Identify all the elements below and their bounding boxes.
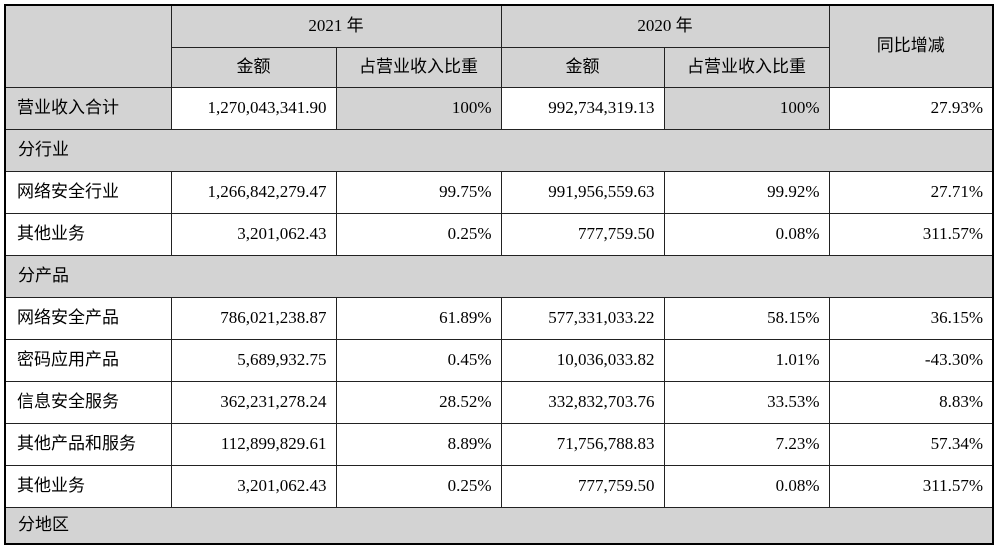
table-header: 2021 年 2020 年 同比增减 金额 占营业收入比重 金额 占营业收入比重 [4,4,994,88]
amount-2021-cell: 5,689,932.75 [170,338,337,382]
ratio-2021-cell: 0.45% [335,338,502,382]
ratio-2020-header: 占营业收入比重 [663,46,830,88]
yoy-cell: 36.15% [828,296,994,340]
table-row: 网络安全行业 1,266,842,279.47 99.75% 991,956,559.… [4,170,994,214]
section-row: 分产品 [4,254,994,298]
section-label: 分地区 [4,506,994,545]
year-2020-header: 2020 年 [500,4,830,48]
ratio-2021-cell: 8.89% [335,422,502,466]
section-label: 分产品 [4,254,994,298]
ratio-2021-cell: 100% [335,86,502,130]
amount-2020-cell: 71,756,788.83 [500,422,665,466]
yoy-header: 同比增减 [828,4,994,88]
amount-2021-cell: 786,021,238.87 [170,296,337,340]
row-label: 密码应用产品 [4,338,172,382]
ratio-2020-cell: 99.92% [663,170,830,214]
section-row: 分行业 [4,128,994,172]
table-row: 其他产品和服务 112,899,829.61 8.89% 71,756,788.83 7… [4,422,994,466]
ratio-2020-cell: 58.15% [663,296,830,340]
table-row: 其他业务 3,201,062.43 0.25% 777,759.50 0.08% 311.… [4,212,994,256]
yoy-cell: 57.34% [828,422,994,466]
row-label: 营业收入合计 [4,86,172,130]
ratio-2021-header: 占营业收入比重 [335,46,502,88]
ratio-2020-cell: 0.08% [663,212,830,256]
ratio-2020-cell: 100% [663,86,830,130]
year-2021-header: 2021 年 [170,4,502,48]
row-label: 其他业务 [4,212,172,256]
header-row-years: 2021 年 2020 年 同比增减 [4,4,994,88]
amount-2021-cell: 112,899,829.61 [170,422,337,466]
section-row: 分地区 [4,506,994,545]
yoy-cell: 27.93% [828,86,994,130]
row-label: 网络安全行业 [4,170,172,214]
ratio-2020-cell: 1.01% [663,338,830,382]
table-row: 密码应用产品 5,689,932.75 0.45% 10,036,033.82 1.01… [4,338,994,382]
table-body: 营业收入合计 1,270,043,341.90 100% 992,734,319.13… [4,86,994,545]
section-label: 分行业 [4,128,994,172]
table-row: 营业收入合计 1,270,043,341.90 100% 992,734,319.13… [4,86,994,130]
row-label: 网络安全产品 [4,296,172,340]
amount-2020-cell: 777,759.50 [500,464,665,508]
amount-2020-cell: 332,832,703.76 [500,380,665,424]
row-label: 其他业务 [4,464,172,508]
amount-2020-cell: 577,331,033.22 [500,296,665,340]
yoy-cell: 311.57% [828,464,994,508]
amount-2020-header: 金额 [500,46,665,88]
ratio-2021-cell: 99.75% [335,170,502,214]
ratio-2020-cell: 33.53% [663,380,830,424]
amount-2020-cell: 991,956,559.63 [500,170,665,214]
ratio-2021-cell: 0.25% [335,464,502,508]
corner-cell [4,4,172,88]
ratio-2021-cell: 28.52% [335,380,502,424]
row-label: 其他产品和服务 [4,422,172,466]
yoy-cell: 311.57% [828,212,994,256]
ratio-2020-cell: 7.23% [663,422,830,466]
amount-2020-cell: 777,759.50 [500,212,665,256]
ratio-2020-cell: 0.08% [663,464,830,508]
amount-2021-header: 金额 [170,46,337,88]
amount-2021-cell: 1,266,842,279.47 [170,170,337,214]
table-row: 网络安全产品 786,021,238.87 61.89% 577,331,033.22… [4,296,994,340]
yoy-cell: 27.71% [828,170,994,214]
amount-2021-cell: 3,201,062.43 [170,464,337,508]
revenue-breakdown-table: 2021 年 2020 年 同比增减 金额 占营业收入比重 金额 占营业收入比重… [4,4,994,545]
amount-2021-cell: 1,270,043,341.90 [170,86,337,130]
ratio-2021-cell: 0.25% [335,212,502,256]
yoy-cell: 8.83% [828,380,994,424]
amount-2020-cell: 10,036,033.82 [500,338,665,382]
amount-2021-cell: 362,231,278.24 [170,380,337,424]
table-row: 其他业务 3,201,062.43 0.25% 777,759.50 0.08% 311.… [4,464,994,508]
header-row-measures: 金额 占营业收入比重 金额 占营业收入比重 [5,46,993,88]
amount-2021-cell: 3,201,062.43 [170,212,337,256]
yoy-cell: -43.30% [828,338,994,382]
ratio-2021-cell: 61.89% [335,296,502,340]
amount-2020-cell: 992,734,319.13 [500,86,665,130]
row-label: 信息安全服务 [4,380,172,424]
table-row: 信息安全服务 362,231,278.24 28.52% 332,832,703.76… [4,380,994,424]
